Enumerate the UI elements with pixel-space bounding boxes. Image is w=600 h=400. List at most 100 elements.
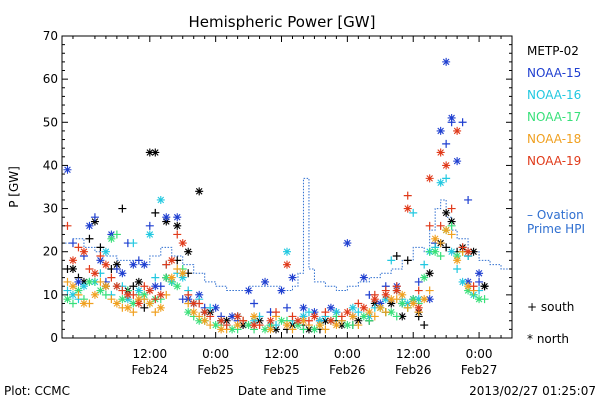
point-north-noaa-16 [156, 195, 165, 204]
point-south-noaa-19 [107, 273, 116, 282]
point-south-metp-02 [85, 234, 94, 243]
point-north-noaa-19 [112, 282, 121, 291]
point-north-metp-02 [206, 308, 215, 317]
point-south-noaa-18 [321, 325, 330, 334]
y-tick-label: 20 [43, 245, 58, 259]
point-south-noaa-19 [425, 221, 434, 230]
point-north-noaa-15 [425, 295, 434, 304]
point-south-noaa-18 [447, 230, 456, 239]
point-north-noaa-19 [464, 247, 473, 256]
point-south-noaa-15 [250, 299, 259, 308]
point-north-noaa-16 [68, 290, 77, 299]
point-north-noaa-17 [464, 286, 473, 295]
plot-area [62, 57, 513, 334]
point-north-noaa-17 [140, 290, 149, 299]
point-south-noaa-19 [447, 204, 456, 213]
point-south-noaa-17 [112, 230, 121, 239]
point-south-metp-02 [442, 243, 451, 252]
point-south-noaa-16 [63, 286, 72, 295]
point-north-noaa-17 [420, 273, 429, 282]
point-north-noaa-19 [370, 295, 379, 304]
y-tick-label: 50 [43, 115, 58, 129]
x-tick-time: 12:00 [264, 347, 299, 361]
point-north-noaa-19 [178, 239, 187, 248]
point-south-noaa-15 [68, 239, 77, 248]
point-north-noaa-15 [244, 286, 253, 295]
point-south-noaa-19 [140, 282, 149, 291]
point-north-noaa-15 [173, 213, 182, 222]
point-north-noaa-15 [310, 308, 319, 317]
point-south-noaa-17 [447, 221, 456, 230]
point-north-noaa-19 [68, 256, 77, 265]
legend-noaa-18: NOAA-18 [527, 132, 581, 146]
point-north-noaa-15 [299, 303, 308, 312]
point-north-noaa-15 [96, 256, 105, 265]
point-south-noaa-15 [414, 277, 423, 286]
point-south-noaa-19 [272, 308, 281, 317]
point-south-noaa-19 [118, 286, 127, 295]
point-north-noaa-17 [211, 321, 220, 330]
point-south-noaa-16 [151, 273, 160, 282]
point-north-noaa-19 [359, 303, 368, 312]
point-south-noaa-15 [283, 303, 291, 312]
point-north-noaa-15 [118, 269, 127, 278]
legend-noaa-19: NOAA-19 [527, 154, 581, 168]
point-north-noaa-19 [233, 312, 242, 321]
point-south-noaa-19 [96, 252, 105, 261]
point-south-noaa-17 [101, 290, 110, 299]
point-north-noaa-19 [425, 174, 434, 183]
point-north-noaa-19 [189, 299, 198, 308]
point-north-noaa-18 [167, 273, 176, 282]
point-north-noaa-17 [453, 252, 462, 261]
x-axis: 12:00 Feb24 0:00 Feb25 12:00 Feb25 0:00 Feb26 12… [61, 36, 513, 377]
point-south-noaa-18 [63, 277, 72, 286]
point-south-noaa-19 [162, 260, 171, 269]
point-south-noaa-18 [381, 308, 390, 317]
y-tick-label: 10 [43, 288, 58, 302]
y-tick-label: 70 [43, 29, 58, 43]
point-south-noaa-19 [222, 321, 231, 330]
point-south-noaa-15 [90, 213, 99, 222]
point-south-metp-02 [151, 208, 160, 217]
point-north-metp-02 [79, 277, 88, 286]
x-axis-label: Date and Time [238, 384, 326, 398]
point-north-metp-02 [239, 321, 248, 330]
point-south-noaa-19 [206, 312, 215, 321]
point-north-noaa-18 [200, 316, 209, 325]
point-north-noaa-18 [233, 321, 242, 330]
point-north-noaa-17 [431, 247, 440, 256]
legend-noaa-16: NOAA-16 [527, 88, 581, 102]
point-north-noaa-16 [101, 247, 110, 256]
series-noaa-19 [63, 126, 478, 330]
point-north-noaa-16 [315, 316, 324, 325]
point-north-noaa-19 [200, 308, 209, 317]
point-south-noaa-15 [145, 221, 154, 230]
x-tick-time: 0:00 [202, 347, 229, 361]
point-north-noaa-19 [156, 290, 165, 299]
point-north-noaa-19 [414, 303, 423, 312]
chart-title: Hemispheric Power [GW] [189, 13, 376, 31]
point-north-noaa-17 [261, 325, 270, 334]
point-north-noaa-18 [217, 325, 226, 334]
point-north-noaa-17 [129, 299, 138, 308]
point-north-metp-02 [469, 247, 478, 256]
point-north-noaa-16 [436, 178, 445, 187]
point-north-metp-02 [447, 217, 456, 226]
point-south-noaa-19 [469, 282, 478, 291]
point-north-noaa-16 [250, 316, 259, 325]
point-south-noaa-19 [321, 308, 330, 317]
point-north-noaa-15 [464, 277, 473, 286]
point-north-noaa-15 [376, 299, 385, 308]
point-north-noaa-16 [299, 312, 308, 321]
point-north-noaa-15 [129, 260, 138, 269]
point-north-noaa-15 [195, 290, 204, 299]
point-south-metp-02 [118, 204, 127, 213]
point-north-noaa-18 [332, 321, 341, 330]
timestamp: 2013/02/27 01:25:07 [469, 384, 596, 398]
point-north-noaa-16 [123, 295, 132, 304]
y-tick-label: 40 [43, 158, 58, 172]
legend-ovation-line2: Prime HPI [527, 222, 585, 236]
point-north-noaa-19 [293, 316, 302, 325]
point-south-noaa-18 [129, 308, 138, 317]
